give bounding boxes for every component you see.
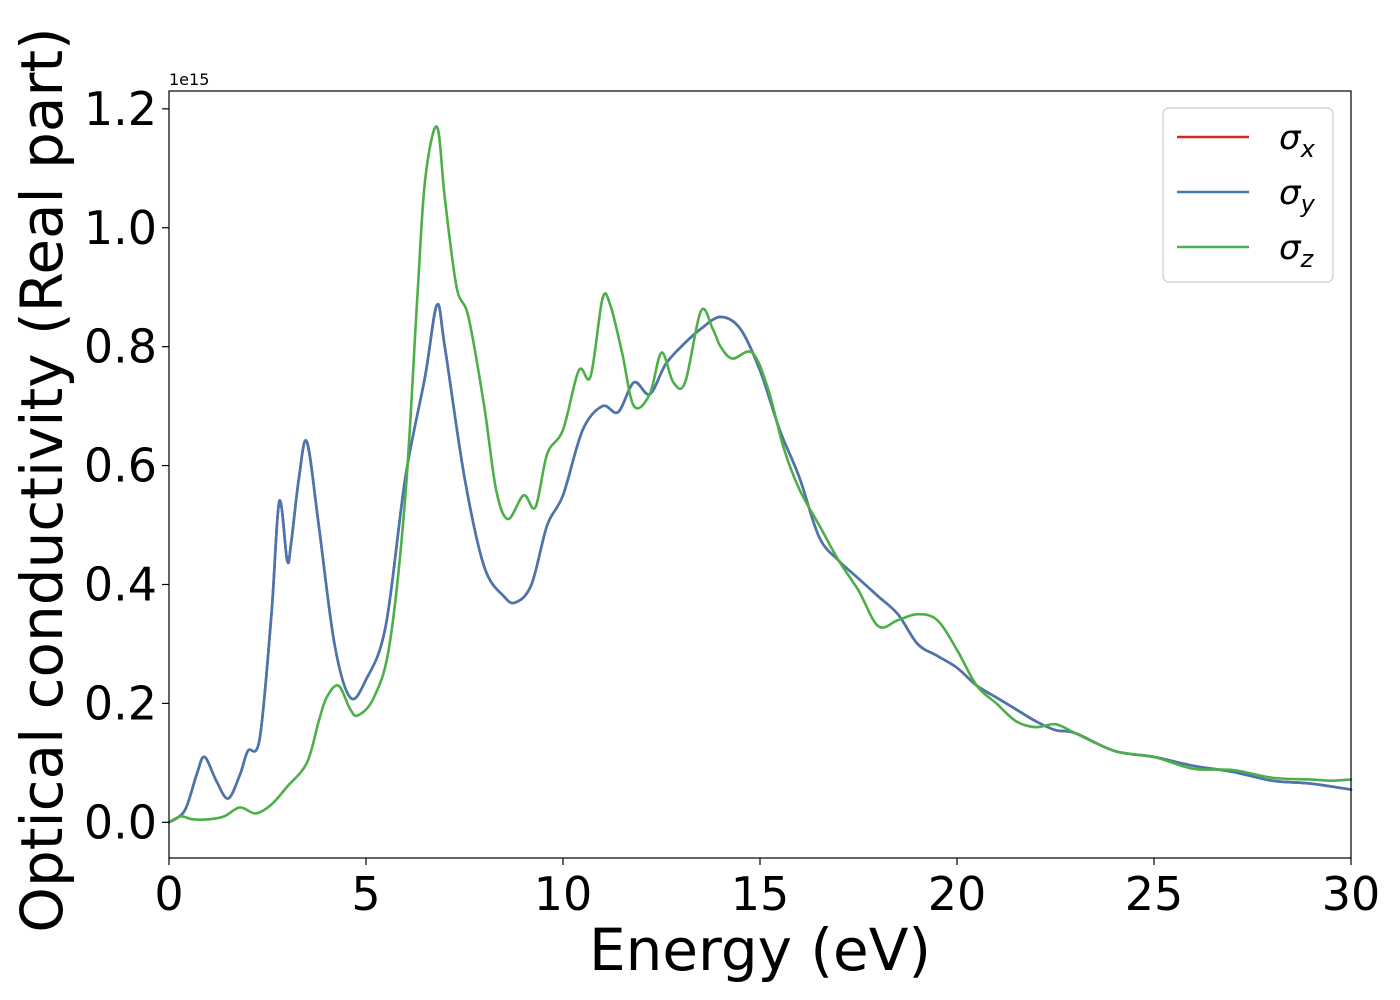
x-tick-label: 0: [154, 867, 183, 921]
y-tick-label: 0.2: [84, 676, 157, 730]
x-tick-label: 15: [731, 867, 790, 921]
x-tick-label: 10: [534, 867, 593, 921]
y-tick-label: 1.2: [84, 82, 157, 136]
x-axis-ticks: 0 5 10 15 20 25 30: [154, 858, 1380, 921]
y-tick-label: 0.6: [84, 439, 157, 493]
y-tick-label: 0.4: [84, 557, 157, 611]
y-tick-label: 0.8: [84, 320, 157, 374]
plot-area: [169, 91, 1351, 858]
y-tick-label: 0.0: [84, 795, 157, 849]
series-line-3: [167, 125, 1353, 824]
y-axis-title: Optical conductivity (Real part): [8, 27, 76, 932]
series-layer: [167, 125, 1353, 824]
x-tick-label: 5: [351, 867, 380, 921]
legend-box: [1162, 107, 1334, 283]
y-tick-label: 1.0: [84, 201, 157, 255]
y-offset-label: 1e15: [169, 70, 209, 89]
x-axis-title: Energy (eV): [589, 916, 931, 984]
y-axis-ticks: 0.0 0.2 0.4 0.6 0.8 1.0 1.2: [84, 82, 169, 849]
x-tick-label: 20: [928, 867, 987, 921]
series-line-2: [167, 302, 1353, 824]
x-tick-label: 30: [1322, 867, 1381, 921]
x-tick-label: 25: [1125, 867, 1184, 921]
